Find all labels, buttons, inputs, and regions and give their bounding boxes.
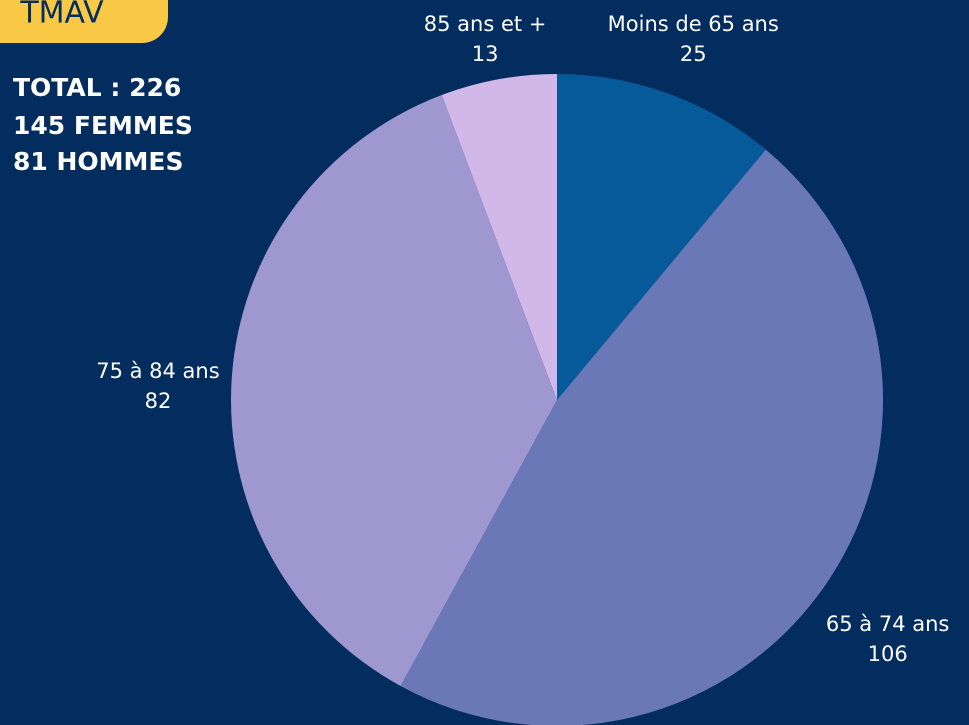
pie-slice — [231, 95, 557, 687]
pie-chart: Moins de 65 ans 25 65 à 74 ans 106 75 à 84 a… — [96, 12, 949, 725]
pie-slice — [441, 74, 557, 400]
summary-men: 81 HOMMES — [13, 147, 184, 176]
pie-slice — [400, 149, 884, 725]
slice-label: 85 ans et + — [424, 12, 547, 36]
summary-total: TOTAL : 226 — [13, 73, 181, 102]
badge-text: TMAV — [19, 0, 104, 31]
slice-label: 75 à 84 ans — [96, 359, 219, 383]
summary-women: 145 FEMMES — [13, 111, 193, 140]
badge — [0, 0, 168, 43]
pie-slice — [557, 74, 766, 400]
slice-value: 13 — [472, 42, 499, 66]
slice-label: Moins de 65 ans — [608, 12, 779, 36]
slice-value: 82 — [145, 389, 172, 413]
slice-value: 25 — [680, 42, 707, 66]
slice-value: 106 — [868, 642, 908, 666]
slice-label: 65 à 74 ans — [826, 612, 949, 636]
